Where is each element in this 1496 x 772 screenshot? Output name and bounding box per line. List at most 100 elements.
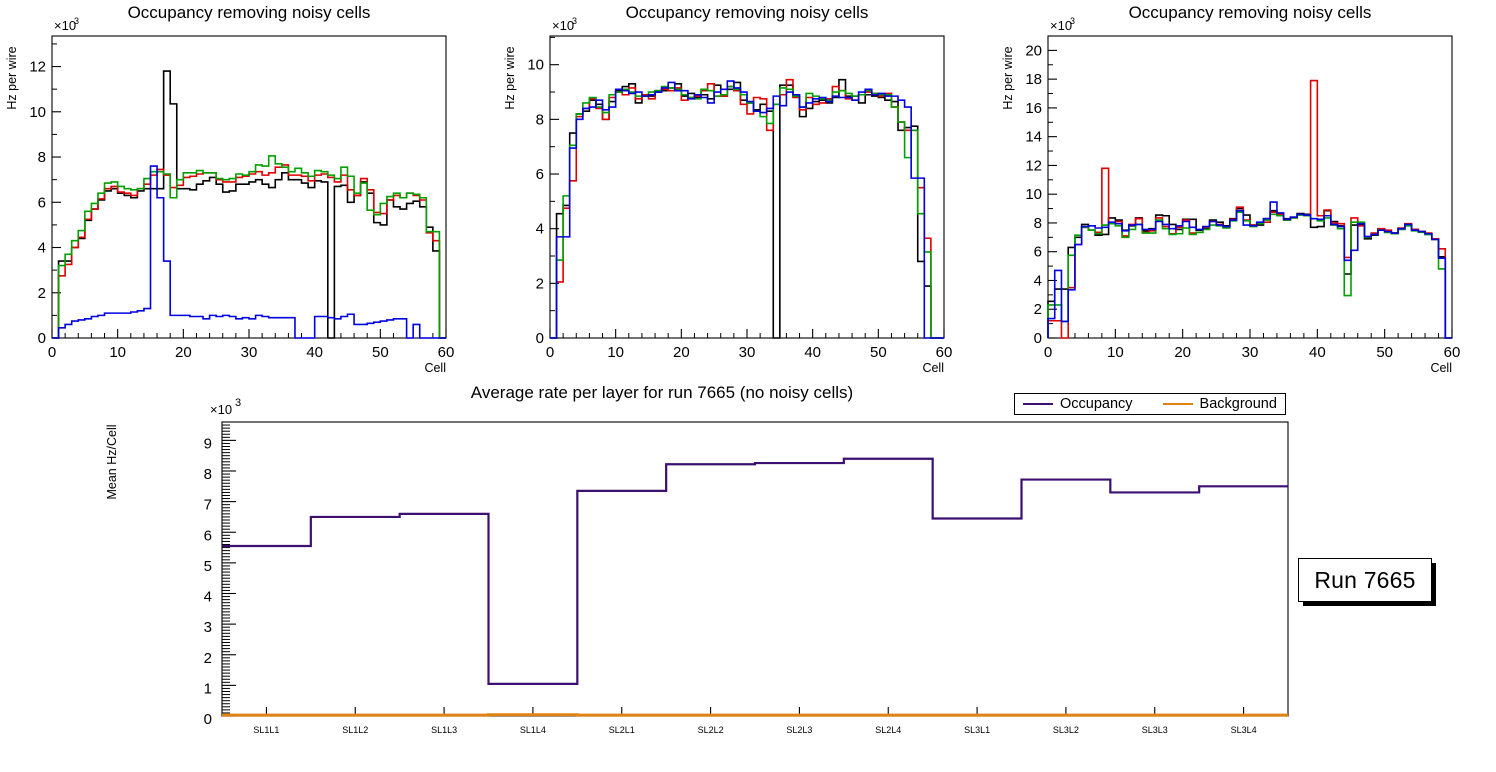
panel-sl3-ytick-label: 0 — [1034, 330, 1042, 347]
panel-sl3-y-exponent: ×10 — [1050, 18, 1072, 33]
panel-sl1-series-2 — [52, 155, 446, 339]
run-badge[interactable]: Run 7665 — [1298, 558, 1432, 602]
panel-layer-rates-xtick-label: SL1L3 — [431, 725, 457, 735]
panel-sl3-xtick-label: 60 — [1444, 344, 1461, 361]
panel-sl3-ytick-label: 8 — [1034, 215, 1042, 232]
panel-layer-rates-xtick-label: SL3L1 — [964, 725, 990, 735]
panel-sl3-ytick-label: 16 — [1025, 100, 1042, 117]
panel-sl3-svg: Occupancy removing noisy cells×103024681… — [1001, 3, 1461, 375]
panel-sl2-xtick-label: 30 — [739, 344, 756, 361]
panel-sl3-y-exponent-sup: 3 — [1070, 16, 1075, 26]
panel-layer-rates-title: Average rate per layer for run 7665 (no … — [471, 383, 853, 402]
legend[interactable]: Occupancy Background — [1014, 393, 1286, 415]
panel-layer-rates-series-0 — [222, 457, 1288, 685]
panel-layer-rates-ytick-label: 9 — [204, 435, 212, 452]
legend-swatch-occupancy-icon — [1023, 403, 1053, 405]
panel-sl2-series-2 — [550, 85, 944, 339]
panel-sl3-title: Occupancy removing noisy cells — [1129, 3, 1372, 22]
panel-sl2-xtick-label: 60 — [936, 344, 953, 361]
panel-sl1-xtick-label: 10 — [109, 344, 126, 361]
panel-layer-rates-svg: Average rate per layer for run 7665 (no … — [105, 383, 1289, 735]
panel-layer-rates-xtick-label: SL2L3 — [786, 725, 812, 735]
panel-sl1-ytick-label: 6 — [38, 194, 46, 211]
panel-sl1-ylabel: Hz per wire — [5, 46, 19, 109]
panel-sl2-xtick-label: 10 — [607, 344, 624, 361]
pad-average-rate-per-layer[interactable]: Average rate per layer for run 7665 (no … — [100, 378, 1300, 772]
panel-sl2-series-1 — [550, 78, 944, 339]
panel-sl3-ytick-label: 14 — [1025, 129, 1042, 146]
panel-sl2-y-exponent: ×10 — [552, 18, 574, 33]
panel-sl3-ylabel: Hz per wire — [1001, 46, 1015, 109]
panel-sl3-ytick-label: 6 — [1034, 244, 1042, 261]
panel-sl1-xlabel: Cell — [424, 361, 446, 375]
panel-sl2-xtick-label: 20 — [673, 344, 690, 361]
panel-sl2-ytick-label: 0 — [536, 330, 544, 347]
legend-entry-occupancy[interactable]: Occupancy — [1023, 396, 1133, 412]
pad-occupancy-sl2[interactable]: Occupancy removing noisy cells ×10 3 0 2 4 6 8 1… — [498, 0, 958, 378]
panel-layer-rates-ytick-label: 0 — [204, 711, 212, 728]
panel-sl3-xtick-label: 0 — [1044, 344, 1052, 361]
panel-layer-rates-y-exponent-sup: 3 — [235, 397, 241, 409]
panel-layer-rates-xtick-label: SL2L4 — [875, 725, 901, 735]
panel-sl2-xlabel: Cell — [922, 361, 944, 375]
panel-sl2-ytick-label: 4 — [536, 221, 544, 238]
panel-sl2-ytick-label: 2 — [536, 275, 544, 292]
panel-sl1-xtick-label: 60 — [438, 344, 455, 361]
panel-sl3-xtick-label: 10 — [1107, 344, 1124, 361]
panel-sl2-series-3 — [550, 80, 944, 339]
panel-sl1-ytick-label: 4 — [38, 240, 46, 257]
panel-layer-rates-xtick-label: SL1L1 — [253, 725, 279, 735]
panel-sl3-xtick-label: 20 — [1174, 344, 1191, 361]
panel-layer-rates-frame — [221, 421, 1289, 717]
panel-sl1-ytick-label: 8 — [38, 149, 46, 166]
panel-sl3-xlabel: Cell — [1430, 361, 1452, 375]
run-badge-shadow — [1303, 601, 1436, 606]
panel-sl3-series-3 — [1047, 201, 1452, 339]
panel-layer-rates-xtick-label: SL3L3 — [1142, 725, 1168, 735]
panel-layer-rates-ytick-label: 2 — [204, 650, 212, 667]
panel-sl3-xtick-label: 30 — [1242, 344, 1259, 361]
panel-layer-rates-xtick-label: SL1L2 — [342, 725, 368, 735]
panel-layer-rates-xtick-label: SL2L1 — [609, 725, 635, 735]
panel-sl2-ytick-label: 10 — [527, 57, 544, 74]
pad-occupancy-sl3[interactable]: Occupancy removing noisy cells ×10 3 0 2 4 6 8 1… — [996, 0, 1466, 378]
panel-sl1-xtick-label: 20 — [175, 344, 192, 361]
legend-entry-background[interactable]: Background — [1162, 396, 1277, 412]
panel-sl2-frame — [549, 35, 945, 339]
panel-sl2-y-exponent-sup: 3 — [572, 16, 577, 26]
panel-sl1-y-exponent-sup: 3 — [74, 16, 79, 26]
panel-sl1-svg: Occupancy removing noisy cells×103024681… — [5, 3, 455, 375]
panel-sl2-xtick-label: 40 — [804, 344, 821, 361]
panel-sl1-y-exponent: ×10 — [54, 18, 76, 33]
panel-sl2-xtick-label: 0 — [546, 344, 554, 361]
panel-sl1-ytick-label: 2 — [38, 285, 46, 302]
panel-sl3-xtick-label: 50 — [1376, 344, 1393, 361]
run-badge-label: Run 7665 — [1314, 566, 1416, 593]
panel-sl3-ytick-label: 2 — [1034, 301, 1042, 318]
legend-label-background: Background — [1199, 396, 1277, 412]
panel-layer-rates-xtick-label: SL2L2 — [698, 725, 724, 735]
panel-layer-rates-xtick-label: SL3L4 — [1231, 725, 1257, 735]
panel-sl1-ytick-label: 0 — [38, 330, 46, 347]
pad-occupancy-sl1[interactable]: Occupancy removing noisy cells ×10 3 0 2 4 6 8 1… — [0, 0, 460, 378]
panel-layer-rates-xtick-label: SL3L2 — [1053, 725, 1079, 735]
panel-layer-rates-ytick-label: 6 — [204, 527, 212, 544]
panel-sl3-series-1 — [1047, 79, 1452, 339]
panel-sl1-xtick-label: 40 — [306, 344, 323, 361]
panel-sl1-title: Occupancy removing noisy cells — [128, 3, 371, 22]
panel-sl1-xtick-label: 50 — [372, 344, 389, 361]
panel-sl3-xtick-label: 40 — [1309, 344, 1326, 361]
panel-layer-rates-ytick-label: 3 — [204, 619, 212, 636]
panel-sl2-ylabel: Hz per wire — [503, 46, 517, 109]
panel-sl1-ytick-label: 10 — [29, 104, 46, 121]
legend-swatch-background-icon — [1162, 403, 1193, 405]
panel-sl2-svg: Occupancy removing noisy cells×103024681… — [503, 3, 953, 375]
panel-sl2-ytick-label: 6 — [536, 166, 544, 183]
panel-sl3-ytick-label: 4 — [1034, 272, 1042, 289]
panel-layer-rates-ytick-label: 8 — [204, 466, 212, 483]
panel-sl1-xtick-label: 30 — [241, 344, 258, 361]
panel-sl3-ytick-label: 10 — [1025, 186, 1042, 203]
panel-sl2-xtick-label: 50 — [870, 344, 887, 361]
panel-layer-rates-ylabel: Mean Hz/Cell — [105, 424, 119, 499]
